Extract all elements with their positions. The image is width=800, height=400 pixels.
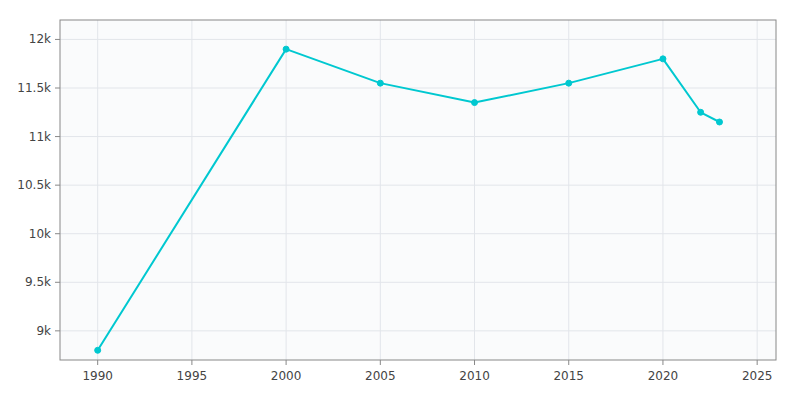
x-tick [97,360,98,365]
y-tick-label: 12k [29,32,51,46]
chart-container: 1990 1995 2000 2005 2010 2015 2020 2025 9k 9.5k 10… [0,0,800,400]
x-tick-label: 1990 [82,369,113,383]
y-tick [55,88,60,89]
point [660,56,666,62]
y-grid-line [60,282,776,283]
point [716,119,722,125]
y-tick [55,233,60,234]
x-tick [286,360,287,365]
point [283,46,289,52]
point [95,347,101,353]
x-grid-line [191,20,192,360]
axes: 1990 1995 2000 2005 2010 2015 2020 2025 9k 9.5k 10… [17,32,772,383]
y-grid-line [60,330,776,331]
x-grid-line [380,20,381,360]
x-tick [474,360,475,365]
chart: 1990 1995 2000 2005 2010 2015 2020 2025 9k 9.5k 10… [0,0,800,400]
y-tick [55,282,60,283]
x-grid-line [757,20,758,360]
x-tick [568,360,569,365]
plot-frame [60,20,776,360]
y-tick-label: 11.5k [17,81,51,95]
x-tick-label: 2015 [553,369,584,383]
x-tick-label: 2020 [648,369,679,383]
y-grid-line [60,233,776,234]
x-grid-line [474,20,475,360]
y-tick-label: 10.5k [17,178,51,192]
y-grid-line [60,185,776,186]
y-tick [55,39,60,40]
x-grid-line [97,20,98,360]
x-tick-label: 2005 [365,369,396,383]
y-tick [55,185,60,186]
x-tick-label: 2025 [742,369,773,383]
x-grid-line [662,20,663,360]
grid [60,20,776,360]
x-tick-label: 2000 [271,369,302,383]
plot-background [60,20,776,360]
y-tick-label: 11k [29,130,51,144]
point [698,109,704,115]
x-tick [191,360,192,365]
y-tick-label: 9k [36,324,51,338]
series [95,46,723,353]
x-tick [662,360,663,365]
y-grid-line [60,39,776,40]
point [566,80,572,86]
x-grid-line [568,20,569,360]
x-tick-label: 2010 [459,369,490,383]
x-tick [757,360,758,365]
y-tick [55,330,60,331]
y-grid-line [60,88,776,89]
point [377,80,383,86]
y-grid-line [60,136,776,137]
point [472,100,478,106]
y-tick-label: 10k [29,227,51,241]
line [98,49,720,350]
x-grid-line [286,20,287,360]
y-tick-label: 9.5k [25,275,51,289]
x-tick-label: 1995 [177,369,208,383]
x-tick [380,360,381,365]
y-tick [55,136,60,137]
